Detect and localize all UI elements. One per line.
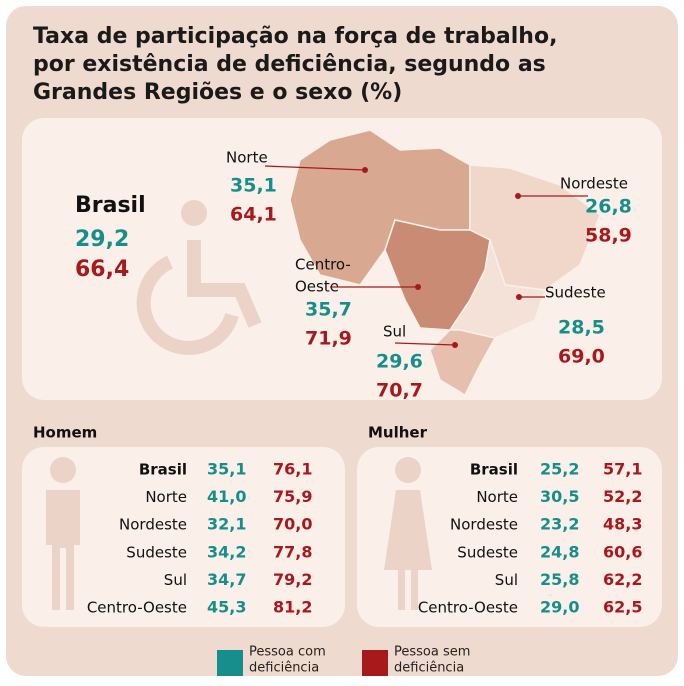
row-name: Brasil <box>470 461 518 479</box>
title-line: por existência de deficiência, segundo a… <box>33 52 546 77</box>
brasil-sem: 66,4 <box>75 257 129 282</box>
head <box>395 457 421 483</box>
row-com: 32,1 <box>207 515 246 534</box>
region-label: Sudeste <box>545 284 606 302</box>
row-sem: 77,8 <box>273 542 312 561</box>
row-sem: 57,1 <box>603 460 642 479</box>
region-label: Norte <box>226 149 268 167</box>
row-name: Sul <box>164 571 187 589</box>
row-name: Nordeste <box>119 516 187 534</box>
region-com: 35,1 <box>230 175 277 197</box>
title-line: Taxa de participação na força de trabalh… <box>33 24 557 49</box>
brasil-com: 29,2 <box>75 227 129 252</box>
row-com: 45,3 <box>207 598 246 617</box>
row-name: Norte <box>145 488 187 506</box>
woman-icon <box>384 457 432 610</box>
row-name: Nordeste <box>450 516 518 534</box>
leader-dot <box>415 284 421 290</box>
region-sem: 70,7 <box>376 380 423 402</box>
row-com: 34,7 <box>207 570 246 589</box>
title-line: Grandes Regiões e o sexo (%) <box>33 80 402 105</box>
region-label: Centro- <box>295 256 351 274</box>
leader-line <box>264 165 366 171</box>
legend-swatch <box>362 650 388 676</box>
body <box>384 490 432 610</box>
region-label: Oeste <box>295 278 339 296</box>
row-sem: 60,6 <box>603 542 642 561</box>
row-name: Centro-Oeste <box>418 599 518 617</box>
row-com: 24,8 <box>540 542 579 561</box>
legend-label: deficiência <box>249 661 319 676</box>
row-com: 23,2 <box>540 515 579 534</box>
row-com: 30,5 <box>540 487 579 506</box>
region-sem: 69,0 <box>558 346 605 368</box>
row-sem: 62,5 <box>603 598 642 617</box>
men-panel <box>22 447 345 627</box>
region-sem: 58,9 <box>585 225 632 247</box>
table-title: Mulher <box>368 424 428 442</box>
legend-swatch <box>217 650 243 676</box>
row-com: 25,8 <box>540 570 579 589</box>
women-panel <box>357 447 662 627</box>
row-name: Norte <box>476 488 518 506</box>
row-name: Brasil <box>139 461 187 479</box>
region-com: 26,8 <box>585 196 632 218</box>
leader-dot <box>452 342 458 348</box>
row-sem: 62,2 <box>603 570 642 589</box>
row-sem: 76,1 <box>273 460 312 479</box>
region-com: 35,7 <box>305 299 352 321</box>
leader-line <box>394 342 456 346</box>
region-label: Sul <box>383 323 406 341</box>
row-sem: 81,2 <box>273 598 312 617</box>
row-sem: 52,2 <box>603 487 642 506</box>
head <box>50 457 76 483</box>
row-com: 34,2 <box>207 542 246 561</box>
row-com: 41,0 <box>207 487 246 506</box>
region-com: 28,5 <box>558 317 605 339</box>
row-com: 25,2 <box>540 460 579 479</box>
region-com: 29,6 <box>376 351 423 373</box>
row-sem: 70,0 <box>273 515 312 534</box>
row-sem: 75,9 <box>273 487 312 506</box>
wheelchair-icon <box>136 200 262 355</box>
leader-dot <box>516 294 522 300</box>
brasil-label: Brasil <box>75 193 146 218</box>
man-icon <box>46 457 80 610</box>
table-title: Homem <box>33 424 97 442</box>
row-sem: 79,2 <box>273 570 312 589</box>
legend-label: Pessoa com <box>249 645 326 660</box>
body <box>46 490 80 610</box>
row-sem: 48,3 <box>603 515 642 534</box>
region-sem: 64,1 <box>230 204 277 226</box>
row-name: Sudeste <box>126 543 187 561</box>
region-sem: 71,9 <box>305 328 352 350</box>
row-name: Centro-Oeste <box>87 599 187 617</box>
leader-dot <box>515 193 521 199</box>
legend-label: deficiência <box>394 661 464 676</box>
region-label: Nordeste <box>560 175 628 193</box>
row-name: Sudeste <box>457 543 518 561</box>
leader-dot <box>362 167 368 173</box>
row-name: Sul <box>495 571 518 589</box>
row-com: 35,1 <box>207 460 246 479</box>
row-com: 29,0 <box>540 598 579 617</box>
legend-label: Pessoa sem <box>394 645 470 660</box>
